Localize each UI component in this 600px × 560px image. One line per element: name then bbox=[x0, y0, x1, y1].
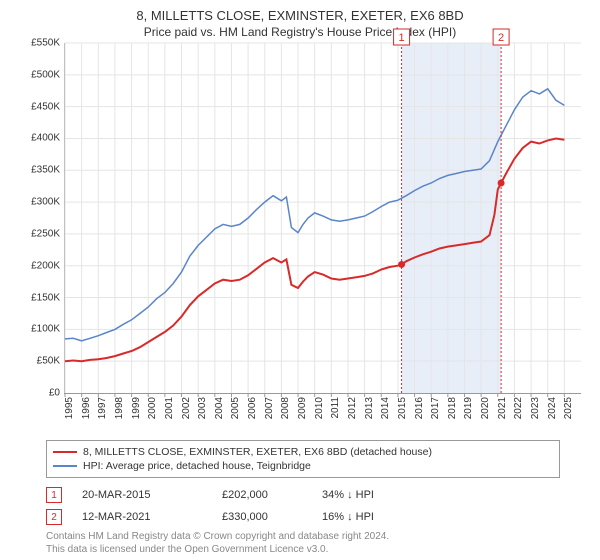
sales-marker-icon: 2 bbox=[46, 509, 62, 525]
sales-price: £330,000 bbox=[222, 511, 302, 523]
x-tick-label: 2020 bbox=[480, 397, 491, 419]
sales-marker-icon: 1 bbox=[46, 487, 62, 503]
y-tick-label: £150K bbox=[31, 292, 60, 303]
x-tick-label: 2010 bbox=[314, 397, 325, 419]
x-tick-label: 2023 bbox=[530, 397, 541, 419]
y-axis: £0£50K£100K£150K£200K£250K£300K£350K£400… bbox=[20, 43, 64, 393]
footer-line1: Contains HM Land Registry data © Crown c… bbox=[46, 530, 546, 543]
x-tick-label: 2001 bbox=[164, 397, 175, 419]
legend-swatch bbox=[53, 465, 77, 467]
legend-label: 8, MILLETTS CLOSE, EXMINSTER, EXETER, EX… bbox=[83, 446, 432, 458]
y-tick-label: £550K bbox=[31, 38, 60, 49]
x-tick-label: 1999 bbox=[131, 397, 142, 419]
x-tick-label: 2008 bbox=[280, 397, 291, 419]
footer-line2: This data is licensed under the Open Gov… bbox=[46, 543, 546, 556]
x-tick-label: 2018 bbox=[447, 397, 458, 419]
legend: 8, MILLETTS CLOSE, EXMINSTER, EXETER, EX… bbox=[46, 440, 560, 478]
x-tick-label: 1996 bbox=[81, 397, 92, 419]
x-tick-label: 2025 bbox=[563, 397, 574, 419]
sales-row: 2 12-MAR-2021 £330,000 16% ↓ HPI bbox=[46, 506, 546, 528]
x-tick-label: 1998 bbox=[114, 397, 125, 419]
plot-svg: 1 2 bbox=[65, 43, 581, 393]
sales-diff: 16% ↓ HPI bbox=[322, 511, 422, 523]
y-tick-label: £250K bbox=[31, 228, 60, 239]
y-tick-label: £0 bbox=[49, 388, 60, 399]
y-tick-label: £50K bbox=[37, 356, 60, 367]
x-tick-label: 2003 bbox=[197, 397, 208, 419]
x-tick-label: 2017 bbox=[430, 397, 441, 419]
x-tick-label: 2009 bbox=[297, 397, 308, 419]
legend-swatch bbox=[53, 451, 77, 453]
x-tick-label: 2006 bbox=[247, 397, 258, 419]
x-tick-label: 2021 bbox=[497, 397, 508, 419]
chart-container: 8, MILLETTS CLOSE, EXMINSTER, EXETER, EX… bbox=[0, 0, 600, 560]
y-tick-label: £450K bbox=[31, 101, 60, 112]
x-tick-label: 2007 bbox=[264, 397, 275, 419]
x-tick-label: 2004 bbox=[214, 397, 225, 419]
x-axis: 1995 1996 1997 1998 1999 2000 2001 2002 2003 2004… bbox=[64, 393, 580, 433]
svg-text:1: 1 bbox=[399, 32, 405, 44]
legend-item: HPI: Average price, detached house, Teig… bbox=[53, 459, 553, 473]
x-tick-label: 1997 bbox=[97, 397, 108, 419]
x-tick-label: 2013 bbox=[364, 397, 375, 419]
sales-price: £202,000 bbox=[222, 489, 302, 501]
legend-item: 8, MILLETTS CLOSE, EXMINSTER, EXETER, EX… bbox=[53, 445, 553, 459]
sales-diff: 34% ↓ HPI bbox=[322, 489, 422, 501]
y-tick-label: £500K bbox=[31, 69, 60, 80]
sales-table: 1 20-MAR-2015 £202,000 34% ↓ HPI 2 12-MA… bbox=[46, 484, 546, 528]
svg-text:2: 2 bbox=[498, 32, 504, 44]
y-tick-label: £100K bbox=[31, 324, 60, 335]
sales-date: 12-MAR-2021 bbox=[82, 511, 202, 523]
x-tick-label: 2015 bbox=[397, 397, 408, 419]
sales-date: 20-MAR-2015 bbox=[82, 489, 202, 501]
x-tick-label: 2022 bbox=[513, 397, 524, 419]
x-tick-label: 2024 bbox=[547, 397, 558, 419]
x-tick-label: 2019 bbox=[463, 397, 474, 419]
y-tick-label: £300K bbox=[31, 197, 60, 208]
x-tick-label: 2016 bbox=[414, 397, 425, 419]
plot-area: 1 2 bbox=[64, 43, 581, 394]
footer-text: Contains HM Land Registry data © Crown c… bbox=[46, 530, 546, 556]
chart-subtitle: Price paid vs. HM Land Registry's House … bbox=[0, 23, 600, 43]
y-tick-label: £400K bbox=[31, 133, 60, 144]
chart-title: 8, MILLETTS CLOSE, EXMINSTER, EXETER, EX… bbox=[0, 0, 600, 23]
marker-label-1: 1 bbox=[394, 29, 410, 45]
marker-label-2: 2 bbox=[493, 29, 509, 45]
chart-area: £0 £50K £100K £150K £200K £250K £300K £350K £400… bbox=[20, 43, 580, 433]
x-tick-label: 2005 bbox=[230, 397, 241, 419]
legend-label: HPI: Average price, detached house, Teig… bbox=[83, 460, 311, 472]
sales-row: 1 20-MAR-2015 £202,000 34% ↓ HPI bbox=[46, 484, 546, 506]
x-tick-label: 2000 bbox=[147, 397, 158, 419]
x-tick-label: 2011 bbox=[330, 397, 341, 419]
x-tick-label: 2014 bbox=[380, 397, 391, 419]
y-tick-label: £200K bbox=[31, 260, 60, 271]
x-tick-label: 2002 bbox=[181, 397, 192, 419]
x-tick-label: 2012 bbox=[347, 397, 358, 419]
y-tick-label: £350K bbox=[31, 165, 60, 176]
x-tick-label: 1995 bbox=[64, 397, 75, 419]
